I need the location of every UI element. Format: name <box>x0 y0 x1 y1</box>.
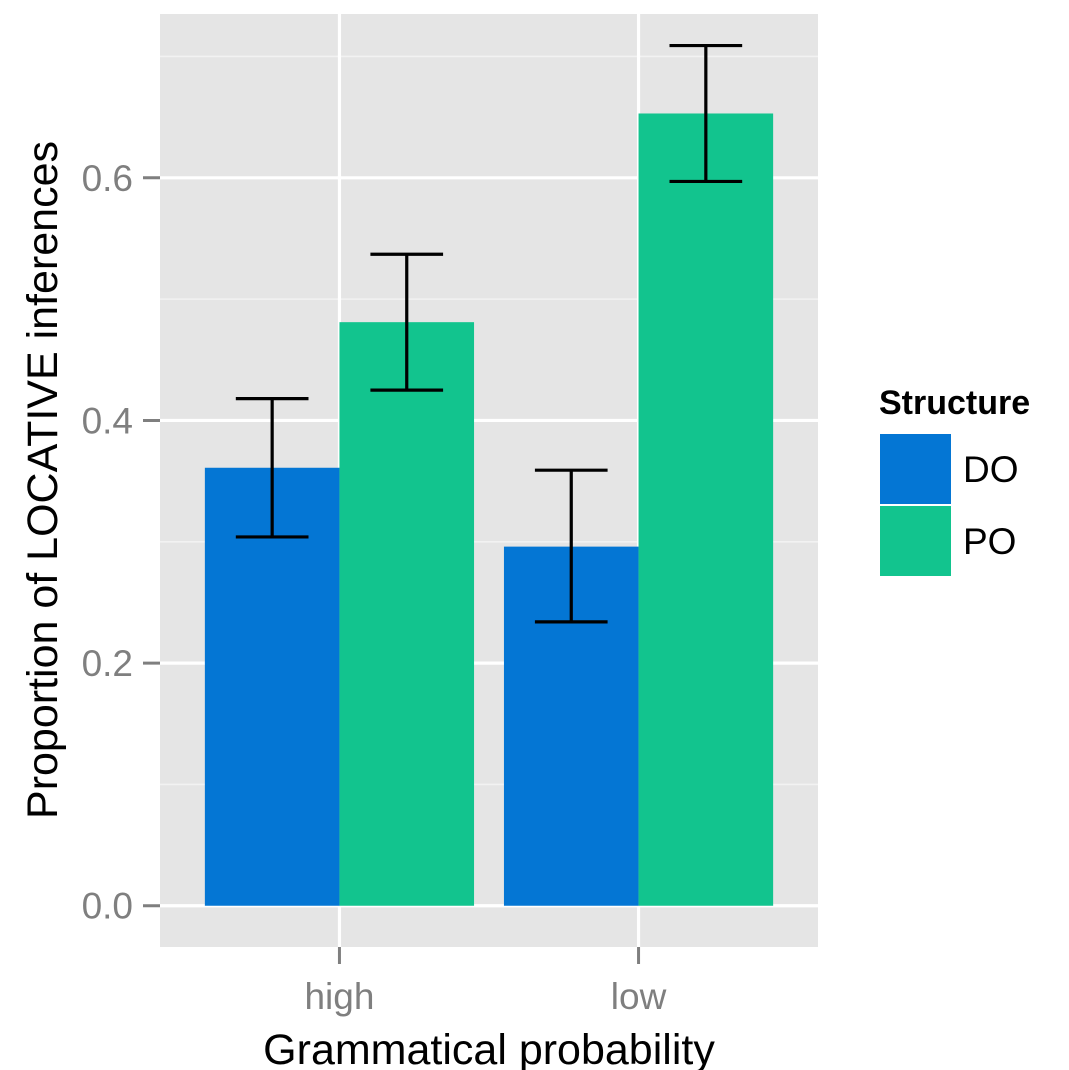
y-tick-label: 0.2 <box>82 643 133 684</box>
y-tick-label: 0.6 <box>82 158 133 199</box>
x-tick-label: low <box>611 976 667 1017</box>
y-axis-title: Proportion of LOCATIVE inferences <box>19 141 67 819</box>
x-axis: high low <box>304 947 667 1017</box>
x-axis-title: Grammatical probability <box>263 1026 715 1070</box>
bar-do <box>204 467 340 906</box>
legend-title: Structure <box>879 384 1030 422</box>
bar-po <box>339 322 475 906</box>
legend-key-do <box>878 432 953 506</box>
legend-key-po <box>878 504 953 578</box>
error-bars <box>235 43 743 624</box>
bars <box>204 113 774 906</box>
bar-po <box>638 113 774 906</box>
y-axis: 0.0 0.2 0.4 0.6 <box>82 158 160 927</box>
y-tick-label: 0.0 <box>82 886 133 927</box>
legend-label-po: PO <box>963 521 1016 562</box>
legend: Structure DO PO <box>878 384 1030 578</box>
y-tick-label: 0.4 <box>82 400 133 441</box>
legend-label-do: DO <box>963 449 1019 490</box>
x-tick-label: high <box>304 976 374 1017</box>
